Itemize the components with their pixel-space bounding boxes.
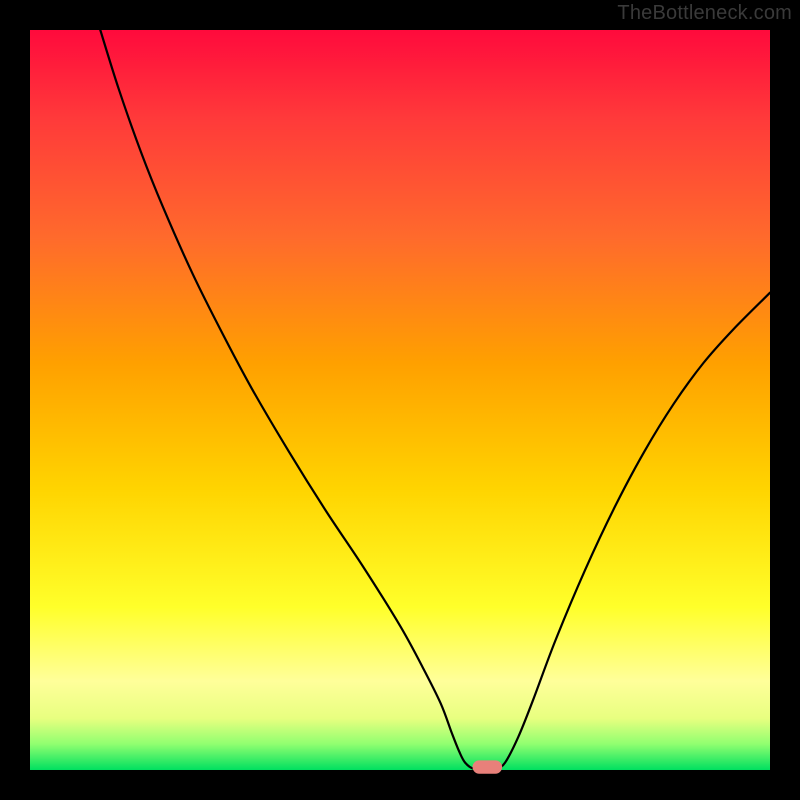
bottleneck-chart (0, 0, 800, 800)
optimal-marker (473, 760, 503, 773)
chart-container: TheBottleneck.com (0, 0, 800, 800)
plot-background (30, 30, 770, 770)
